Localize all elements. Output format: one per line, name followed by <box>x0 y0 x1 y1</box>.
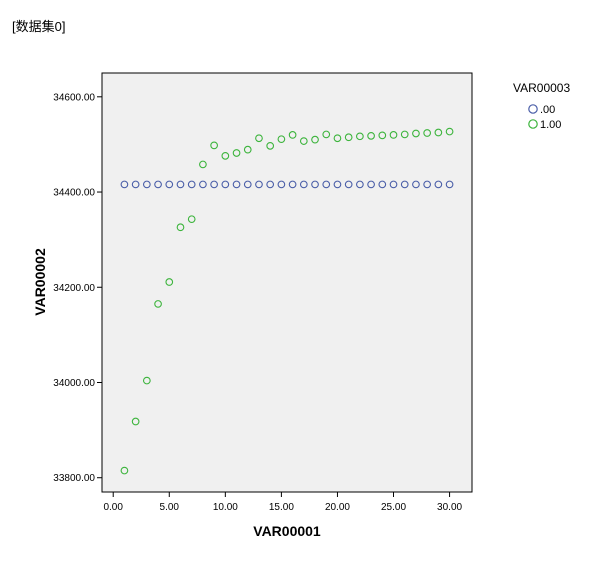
dataset-label: [数据集0] <box>12 19 66 34</box>
x-tick-label: 15.00 <box>269 502 294 513</box>
series-1-point <box>400 130 409 139</box>
series-1-point <box>333 134 342 143</box>
x-tick-label: 0.00 <box>103 502 123 513</box>
series-0-point <box>288 180 297 189</box>
series-0-point <box>412 180 420 189</box>
series-1-point <box>221 151 230 160</box>
series-1-point <box>434 128 443 137</box>
x-tick-label: 10.00 <box>213 502 238 513</box>
series-1-point <box>255 134 263 143</box>
y-tick-label: 34200.00 <box>53 283 95 294</box>
series-1-point <box>210 141 218 150</box>
series-0-point <box>356 180 364 189</box>
series-1-point <box>199 160 207 169</box>
series-1-point <box>378 131 387 140</box>
y-axis-title: VAR00002 <box>32 248 48 316</box>
x-axis: 0.00 5.00 10.00 15.00 20.00 25.00 30.00 <box>103 492 463 513</box>
series-1-point <box>232 149 241 157</box>
series-0-point <box>400 180 409 189</box>
series-1-point <box>165 278 174 286</box>
series-0-point <box>243 180 252 189</box>
series-0-point <box>266 180 275 189</box>
series-1-point <box>266 141 275 150</box>
series-1-point <box>154 300 162 308</box>
series-0-point <box>277 180 286 189</box>
x-axis-title: VAR00001 <box>253 523 321 539</box>
series-1-point <box>367 132 375 140</box>
x-tick-label: 25.00 <box>381 502 406 513</box>
series-0-point <box>322 180 331 189</box>
series-1-point <box>311 135 319 144</box>
series-1-point <box>322 130 331 139</box>
plot-area <box>101 72 473 493</box>
series-0-point <box>434 180 443 189</box>
series-0-point <box>378 180 387 189</box>
legend-marker-1 <box>528 119 538 129</box>
series-0-point <box>199 180 207 189</box>
legend-label-0: .00 <box>540 104 555 116</box>
series-0-point <box>221 180 230 189</box>
y-tick-label: 34600.00 <box>53 92 95 103</box>
series-1-point <box>243 145 252 154</box>
series-0-point <box>311 180 319 189</box>
series-0-point <box>344 180 353 189</box>
series-1-point <box>445 127 454 136</box>
x-tick-label: 5.00 <box>160 502 180 513</box>
series-1-point <box>412 129 420 138</box>
series-0-point <box>232 180 241 189</box>
y-tick-label: 34000.00 <box>53 378 95 389</box>
series-1-point <box>142 376 151 385</box>
series-1-point <box>176 223 185 232</box>
y-tick-label: 33800.00 <box>53 473 95 484</box>
series-1-point <box>389 131 398 139</box>
series-0-point <box>154 180 162 189</box>
x-tick-label: 30.00 <box>437 502 462 513</box>
series-0-point <box>299 180 308 189</box>
series-1-point <box>288 131 297 139</box>
series-1-point <box>299 137 308 145</box>
series-0-point <box>120 180 129 189</box>
series-0-point <box>389 180 398 189</box>
series-0-point <box>142 180 151 189</box>
series-0-point <box>423 180 432 189</box>
legend: VAR00003 .00 1.00 <box>513 81 570 131</box>
series-0-point <box>255 180 263 189</box>
series-0-point <box>187 180 196 189</box>
series-0-point <box>367 180 375 189</box>
series-1-point <box>187 215 196 224</box>
series-0-point <box>165 180 174 189</box>
series-1-point <box>344 133 353 142</box>
data-points <box>120 127 454 475</box>
series-1-point <box>277 135 286 144</box>
series-0-point <box>445 180 454 189</box>
series-0-point <box>333 180 342 189</box>
series-1-point <box>423 129 432 137</box>
legend-title: VAR00003 <box>513 81 570 95</box>
series-1-point <box>356 132 364 141</box>
x-tick-label: 20.00 <box>325 502 350 513</box>
series-0-point <box>131 180 140 189</box>
series-1-point <box>131 417 140 426</box>
series-0-point <box>176 180 185 189</box>
legend-marker-0 <box>528 104 538 114</box>
series-1-point <box>120 466 129 475</box>
series-0-point <box>210 180 218 189</box>
legend-label-1: 1.00 <box>540 119 561 131</box>
y-axis: 33800.00 34000.00 34200.00 34400.00 34600.00 <box>53 92 102 484</box>
y-tick-label: 34400.00 <box>53 188 95 199</box>
